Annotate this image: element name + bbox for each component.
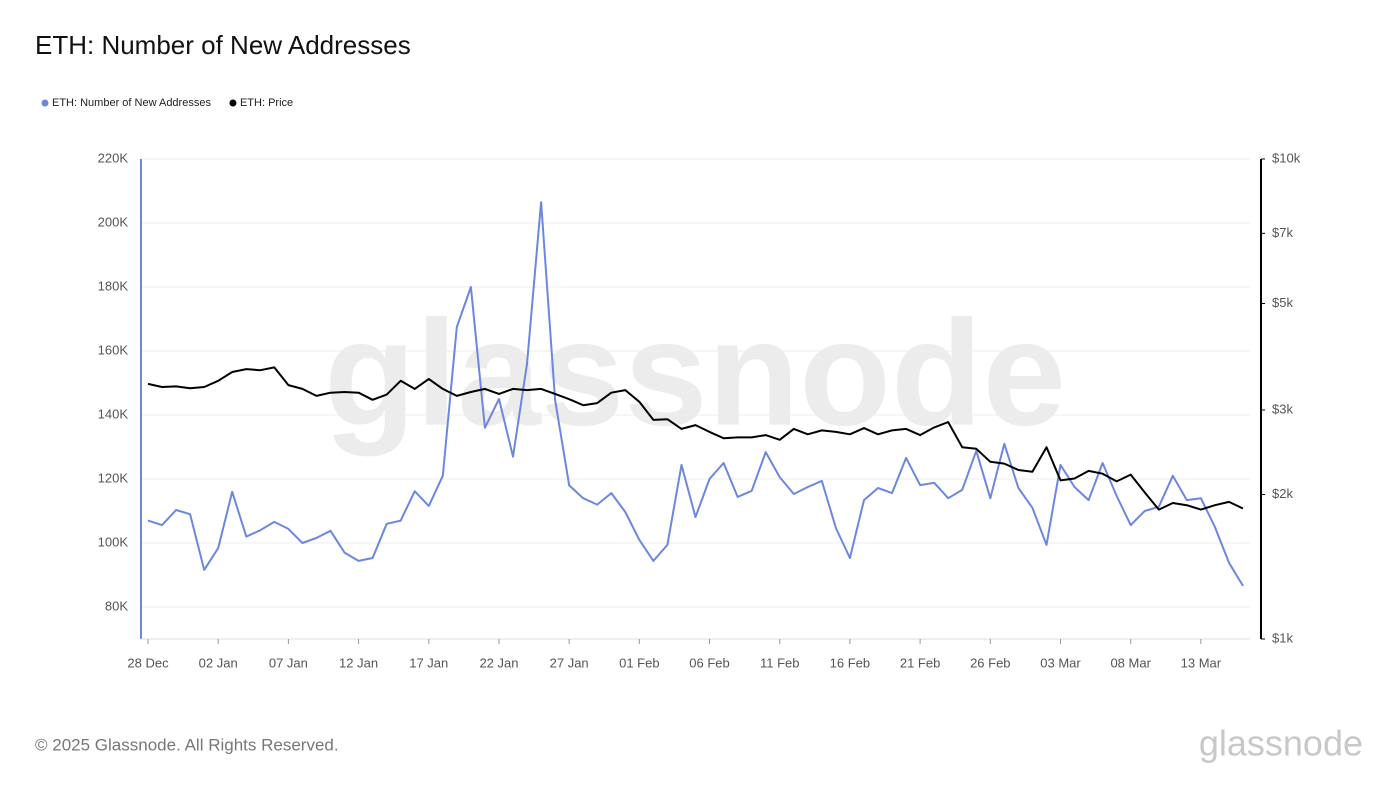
- x-tick-label: 12 Jan: [339, 655, 378, 670]
- legend-label: ETH: Price: [240, 97, 293, 109]
- watermark: glassnode: [324, 289, 1066, 457]
- y2-tick-label: $1k: [1272, 630, 1293, 645]
- y-tick-label: 80K: [105, 598, 128, 613]
- y-tick-label: 140K: [98, 406, 129, 421]
- legend-marker: [41, 99, 49, 107]
- y2-tick-label: $5k: [1272, 295, 1293, 310]
- y-tick-label: 160K: [98, 342, 129, 357]
- x-tick-label: 26 Feb: [970, 655, 1010, 670]
- y2-tick-label: $2k: [1272, 486, 1293, 501]
- x-tick-label: 27 Jan: [550, 655, 589, 670]
- x-tick-label: 21 Feb: [900, 655, 940, 670]
- x-tick-label: 22 Jan: [479, 655, 518, 670]
- x-tick-label: 08 Mar: [1110, 655, 1151, 670]
- y2-tick-label: $10k: [1272, 150, 1301, 165]
- footer: © 2025 Glassnode. All Rights Reserved.: [35, 735, 339, 754]
- y2-tick-label: $7k: [1272, 225, 1293, 240]
- x-tick-label: 07 Jan: [269, 655, 308, 670]
- series-line: [147, 201, 1244, 587]
- series-line: [147, 366, 1244, 511]
- y2-tick-label: $3k: [1272, 401, 1293, 416]
- y-tick-label: 200K: [98, 214, 129, 229]
- y-tick-label: 180K: [98, 278, 129, 293]
- chart-title: ETH: Number of New Addresses: [35, 30, 411, 60]
- legend: ETH: Number of New Addresses ETH: Price: [41, 97, 293, 109]
- x-tick-label: 06 Feb: [689, 655, 729, 670]
- legend-label: ETH: Number of New Addresses: [52, 97, 211, 109]
- x-tick-label: 16 Feb: [830, 655, 870, 670]
- x-tick-label: 17 Jan: [409, 655, 448, 670]
- x-tick-label: 11 Feb: [760, 655, 800, 670]
- x-tick-label: 13 Mar: [1181, 655, 1222, 670]
- x-tick-label: 28 Dec: [127, 655, 169, 670]
- y-tick-label: 100K: [98, 534, 129, 549]
- legend-marker: [229, 99, 237, 107]
- x-tick-label: 02 Jan: [199, 655, 238, 670]
- footer-logo: glassnode: [1199, 723, 1363, 764]
- x-tick-label: 01 Feb: [619, 655, 659, 670]
- y-tick-label: 120K: [98, 470, 129, 485]
- x-tick-label: 03 Mar: [1040, 655, 1081, 670]
- y-tick-label: 220K: [98, 150, 129, 165]
